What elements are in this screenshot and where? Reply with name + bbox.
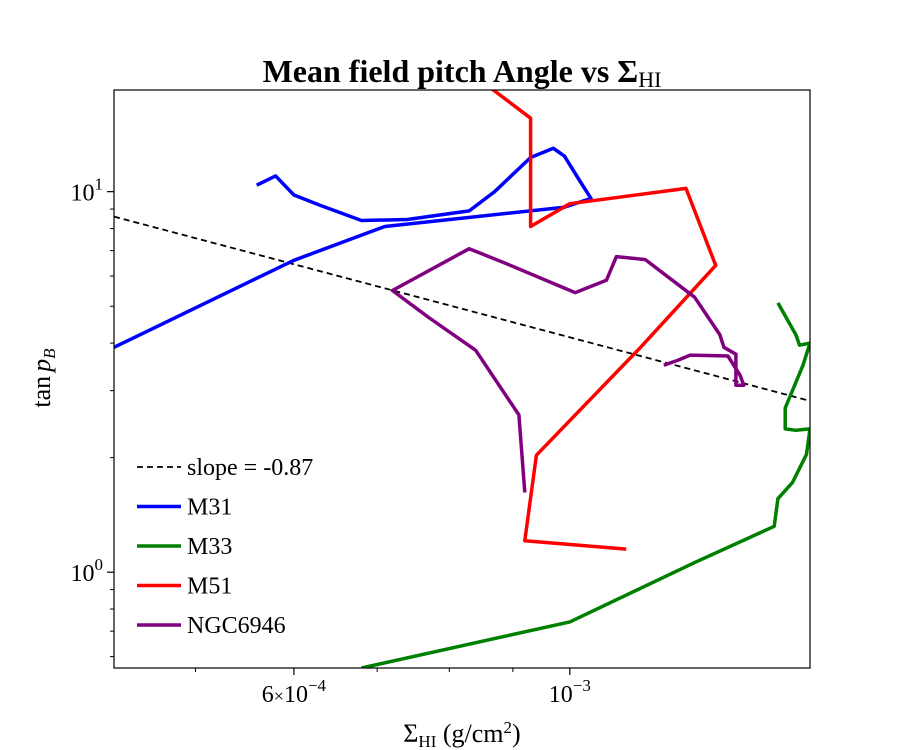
chart-title-main: Mean field pitch Angle vs Σ bbox=[263, 53, 639, 89]
x-axis-label: ΣHI (g/cm2) bbox=[403, 718, 520, 750]
legend-label-ngc6946: NGC6946 bbox=[187, 613, 286, 639]
y-tick-exponent: 1 bbox=[95, 175, 104, 194]
x-tick-mantissa: 6 bbox=[262, 682, 274, 708]
x-tick-base: 10 bbox=[549, 682, 573, 708]
series-line-m51 bbox=[490, 90, 718, 551]
legend-label-m51: M51 bbox=[187, 574, 232, 600]
legend: slope = -0.87 M31 M33 M51 NGC6946 bbox=[137, 455, 313, 639]
x-tick-exponent: −3 bbox=[573, 676, 591, 695]
x-tick-label: 6×10−4 bbox=[262, 676, 327, 708]
y-axis-label: tan pB bbox=[27, 348, 59, 408]
x-tick-base: 10 bbox=[284, 682, 308, 708]
series-line-slope-0-87 bbox=[114, 215, 810, 402]
plot-area bbox=[114, 90, 810, 668]
y-tick-label: 100 bbox=[71, 555, 104, 587]
x-axis-label-close: ) bbox=[512, 719, 521, 748]
y-tick-label: 101 bbox=[71, 175, 104, 207]
x-axis-label-unit: (g/cm bbox=[436, 719, 503, 748]
legend-label-slope-0-87: slope = -0.87 bbox=[187, 455, 313, 481]
y-axis-label-sub: B bbox=[40, 348, 59, 359]
plot-frame bbox=[113, 89, 811, 669]
y-axis-label-tan: tan bbox=[27, 376, 56, 408]
x-tick-exponent: −4 bbox=[308, 676, 327, 695]
x-axis-label-sup: 2 bbox=[504, 718, 513, 737]
y-tick-base: 10 bbox=[71, 561, 95, 587]
series-line-ngc6946 bbox=[390, 246, 746, 493]
chart-title-sub: HI bbox=[638, 67, 661, 92]
x-tick-label: 10−3 bbox=[549, 676, 591, 708]
x-axis-label-sub: HI bbox=[418, 732, 436, 750]
legend-label-m33: M33 bbox=[187, 534, 232, 560]
x-axis-label-sigma: Σ bbox=[403, 719, 418, 748]
x-tick-times: × bbox=[274, 686, 284, 706]
y-axis-label-p: p bbox=[27, 359, 56, 374]
series-line-m33 bbox=[361, 302, 810, 668]
y-tick-base: 10 bbox=[71, 181, 95, 207]
legend-label-m31: M31 bbox=[187, 495, 232, 521]
chart-title: Mean field pitch Angle vs ΣHI bbox=[263, 53, 662, 92]
series-line-m31 bbox=[114, 146, 593, 349]
y-tick-exponent: 0 bbox=[95, 555, 104, 574]
